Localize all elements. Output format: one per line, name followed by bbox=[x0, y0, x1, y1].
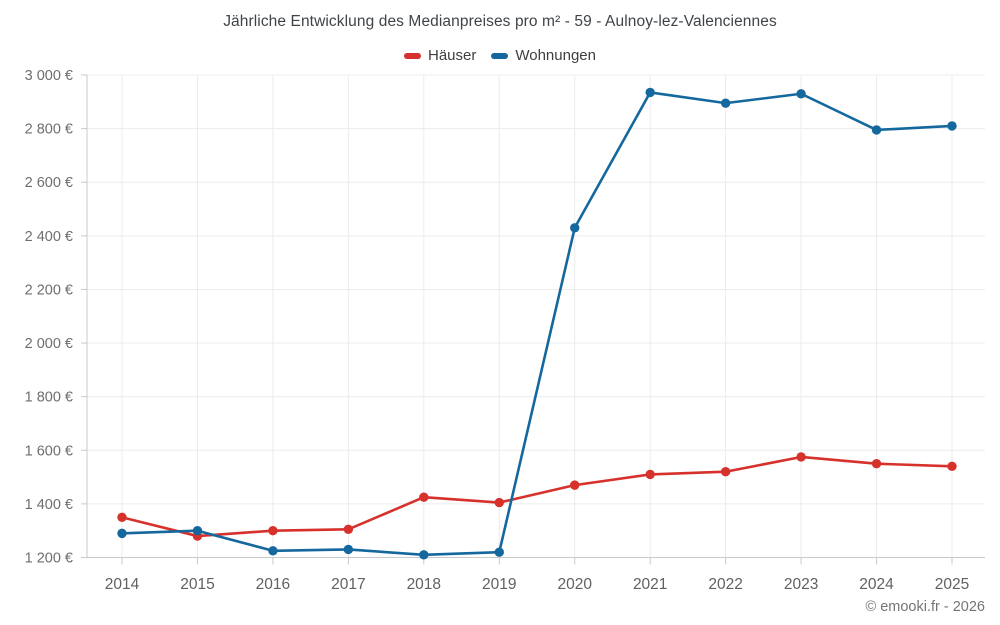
y-tick-label: 2 800 € bbox=[25, 122, 73, 138]
legend-item[interactable]: Häuser bbox=[404, 47, 476, 64]
data-point[interactable] bbox=[117, 528, 127, 539]
series-line bbox=[120, 455, 954, 538]
x-tick-label: 2018 bbox=[407, 576, 441, 593]
data-point[interactable] bbox=[947, 121, 957, 131]
data-point[interactable] bbox=[570, 480, 580, 490]
series-line bbox=[120, 91, 954, 557]
data-point[interactable] bbox=[117, 512, 127, 522]
chart-title: Jährliche Entwicklung des Medianpreises … bbox=[223, 13, 777, 30]
y-tick-label: 3 000 € bbox=[25, 68, 73, 84]
data-point[interactable] bbox=[720, 467, 731, 477]
x-tick-label: 2021 bbox=[633, 576, 667, 593]
y-tick-label: 1 800 € bbox=[25, 390, 73, 406]
legend-label: Häuser bbox=[428, 47, 477, 64]
x-tick-label: 2020 bbox=[557, 576, 592, 593]
y-tick-label: 1 200 € bbox=[25, 551, 73, 567]
y-tick-label: 2 200 € bbox=[25, 282, 73, 298]
y-tick-label: 2 600 € bbox=[25, 175, 73, 191]
data-point[interactable] bbox=[871, 125, 882, 135]
legend-swatch-haeuser bbox=[404, 52, 421, 59]
data-point[interactable] bbox=[494, 497, 504, 508]
data-point[interactable] bbox=[871, 458, 882, 469]
data-point[interactable] bbox=[268, 546, 278, 556]
x-tick-label: 2019 bbox=[482, 576, 516, 593]
data-point[interactable] bbox=[570, 223, 580, 233]
data-point[interactable] bbox=[645, 87, 655, 98]
x-tick-label: 2015 bbox=[180, 576, 214, 593]
x-tick-label: 2017 bbox=[331, 576, 365, 593]
data-point[interactable] bbox=[419, 492, 429, 502]
legend: Häuser Wohnungen bbox=[0, 47, 1000, 64]
data-point[interactable] bbox=[192, 525, 203, 536]
data-point[interactable] bbox=[494, 547, 504, 557]
data-point[interactable] bbox=[419, 550, 429, 560]
x-tick-label: 2014 bbox=[105, 576, 140, 593]
legend-swatch-wohnungen bbox=[491, 52, 509, 59]
data-point[interactable] bbox=[947, 461, 957, 472]
x-tick-label: 2016 bbox=[256, 576, 290, 593]
legend-item[interactable]: Wohnungen bbox=[491, 47, 596, 64]
y-tick-label: 1 400 € bbox=[25, 497, 73, 513]
data-point[interactable] bbox=[796, 89, 806, 99]
y-tick-label: 2 000 € bbox=[25, 336, 73, 352]
y-tick-label: 1 600 € bbox=[25, 443, 73, 459]
data-point[interactable] bbox=[343, 544, 354, 555]
x-tick-label: 2022 bbox=[708, 576, 742, 593]
data-point[interactable] bbox=[645, 469, 655, 480]
data-point[interactable] bbox=[343, 524, 354, 535]
data-point[interactable] bbox=[796, 452, 806, 462]
data-point[interactable] bbox=[720, 98, 731, 108]
x-tick-label: 2023 bbox=[784, 576, 818, 593]
y-tick-label: 2 400 € bbox=[25, 229, 73, 245]
x-tick-label: 2024 bbox=[859, 576, 894, 593]
legend-label: Wohnungen bbox=[515, 47, 596, 64]
credit: © emooki.fr - 2026 bbox=[865, 599, 985, 615]
x-tick-label: 2025 bbox=[935, 576, 969, 593]
data-point[interactable] bbox=[268, 525, 278, 536]
